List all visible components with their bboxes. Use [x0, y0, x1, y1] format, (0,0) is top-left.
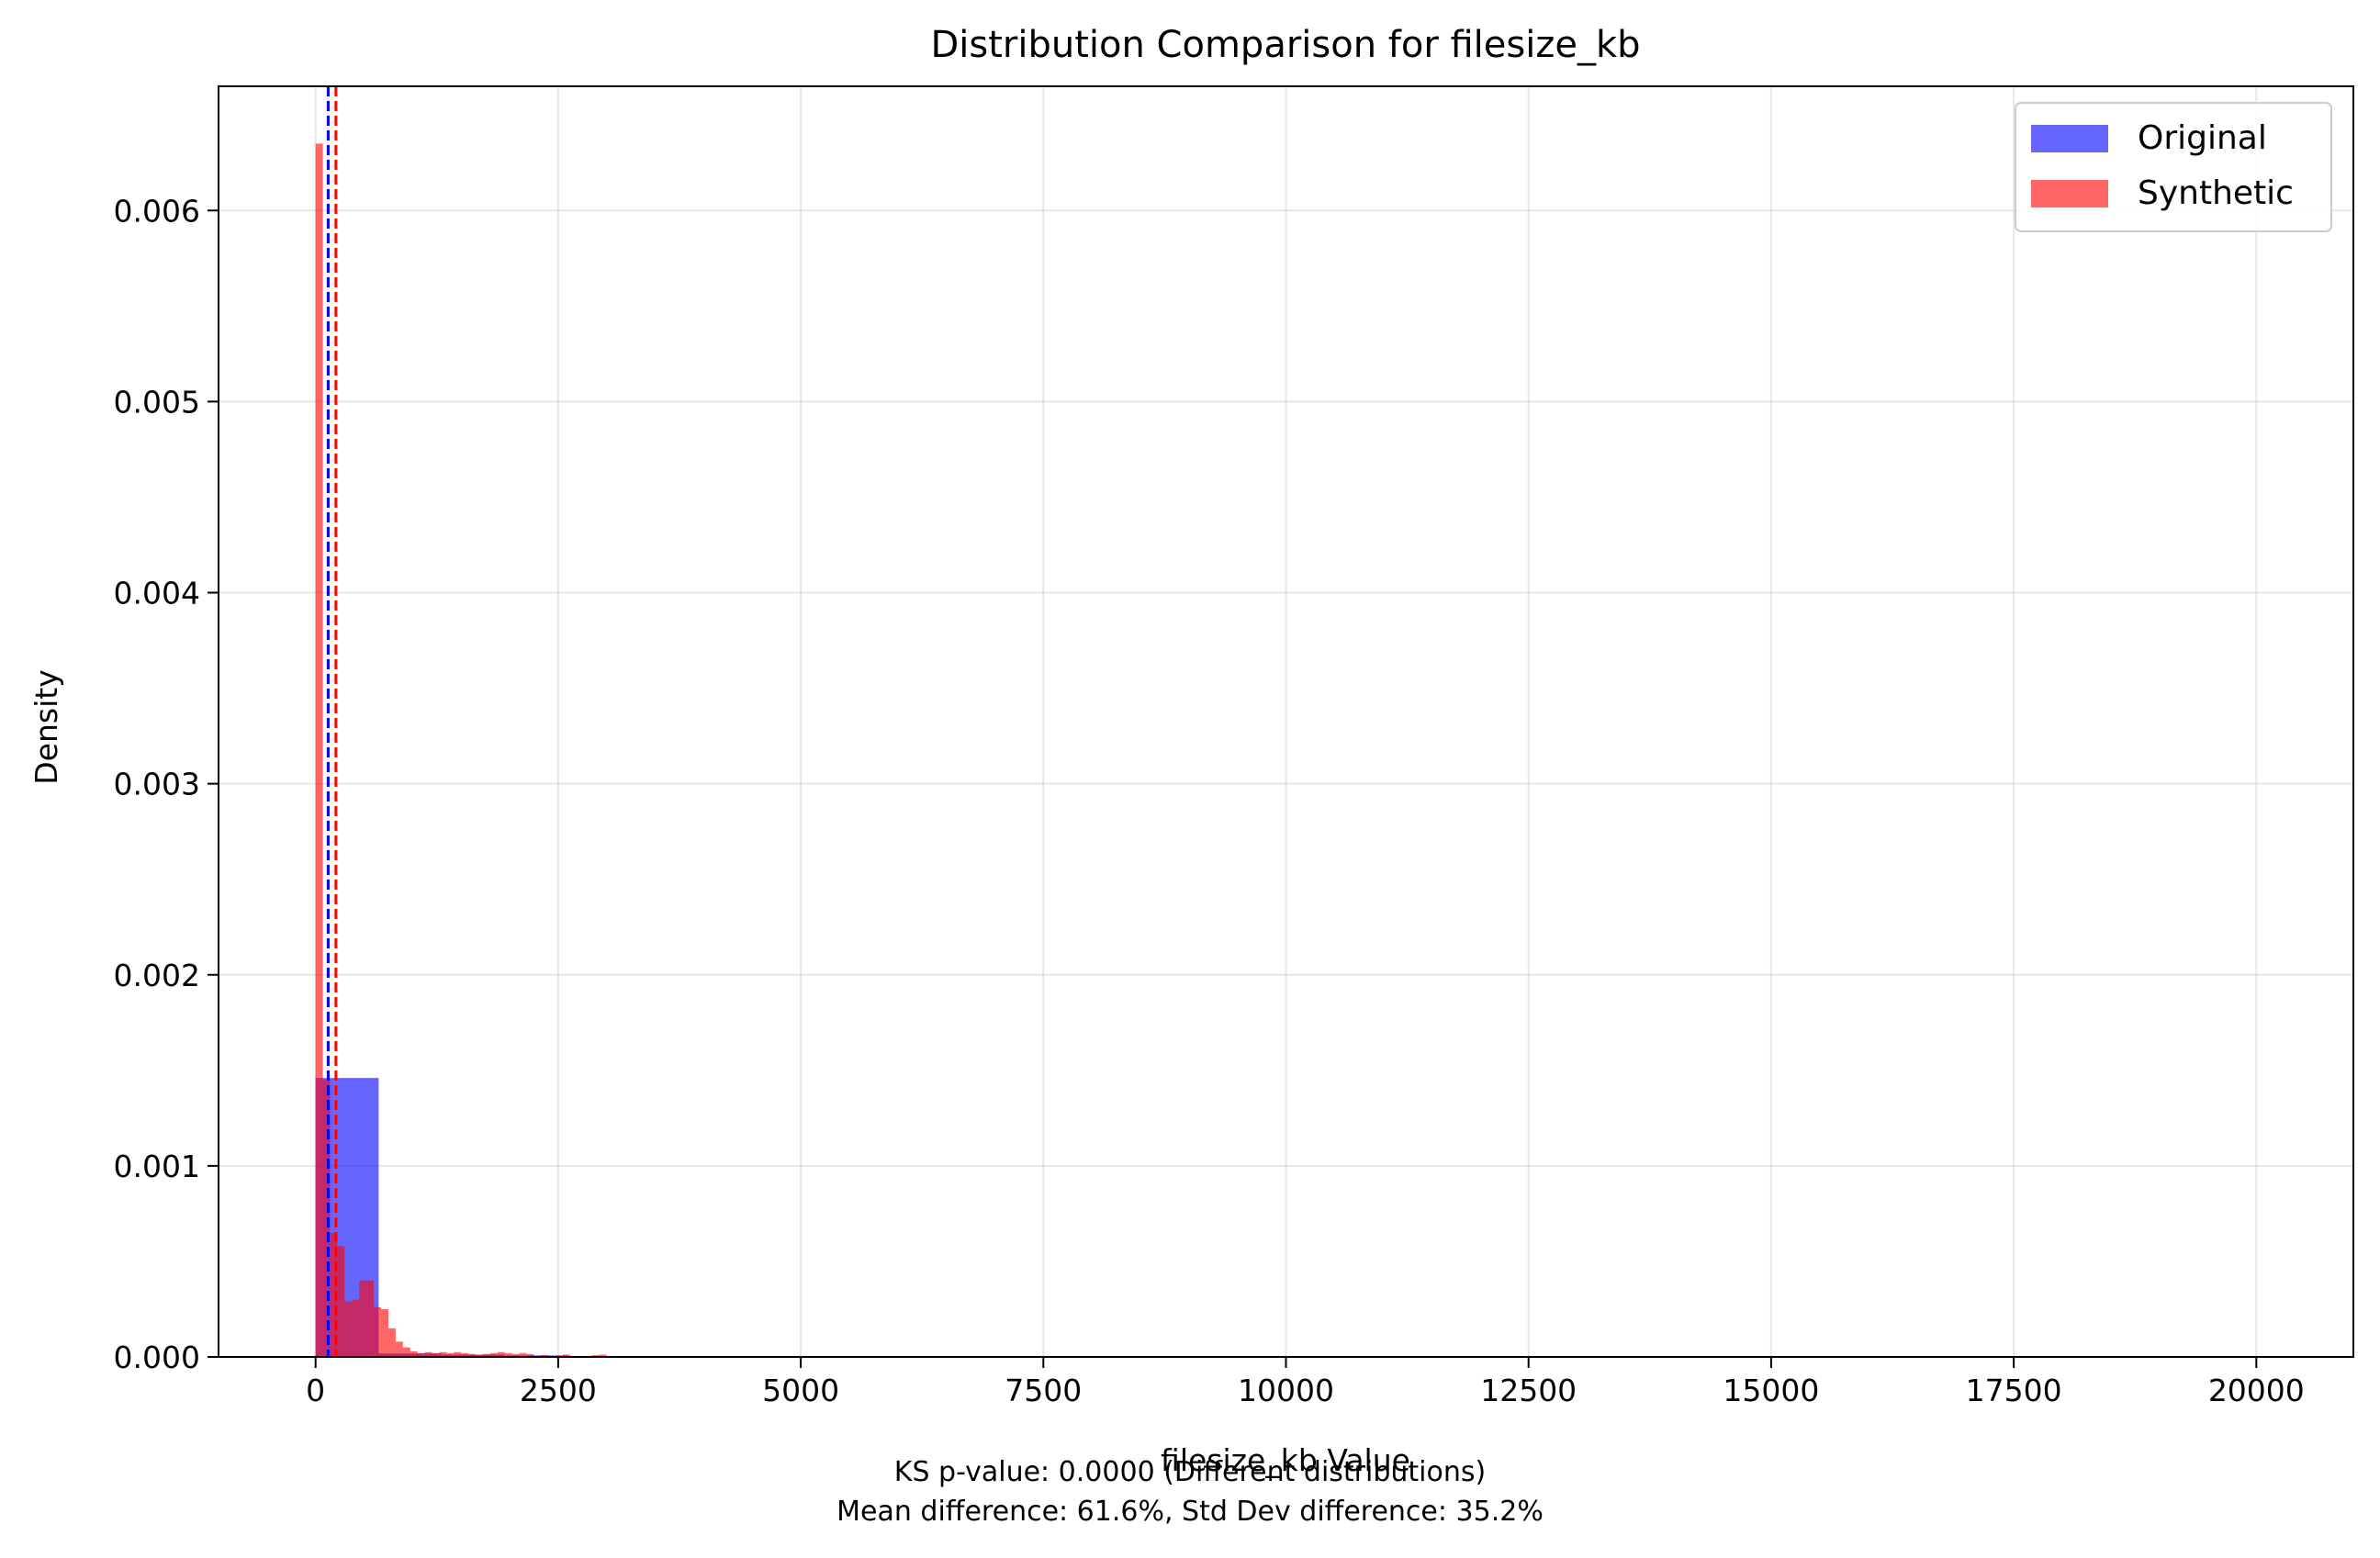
bar-synthetic — [315, 143, 323, 1358]
bar-synthetic — [424, 1351, 432, 1357]
x-tick-label: 7500 — [1005, 1373, 1082, 1408]
x-tick-label: 15000 — [1723, 1373, 1819, 1408]
y-axis-label: Density — [28, 669, 64, 784]
bar-synthetic — [432, 1352, 440, 1357]
bar-synthetic — [468, 1353, 477, 1357]
bar-synthetic — [402, 1347, 410, 1357]
grid-lines — [219, 86, 2353, 1358]
legend: Original Synthetic — [2015, 102, 2332, 232]
y-tick-label: 0.002 — [114, 958, 200, 993]
bar-synthetic — [352, 1299, 360, 1357]
bar-synthetic — [497, 1351, 505, 1357]
y-tick-label: 0.000 — [114, 1339, 200, 1375]
y-tick-label: 0.005 — [114, 384, 200, 420]
bar-synthetic — [563, 1354, 571, 1357]
bar-synthetic — [519, 1352, 527, 1357]
y-tick-label: 0.006 — [114, 193, 200, 229]
bar-synthetic — [461, 1352, 469, 1357]
legend-swatch-synthetic — [2031, 180, 2108, 207]
bar-synthetic — [541, 1354, 549, 1357]
bar-synthetic — [395, 1341, 403, 1357]
difference-stats-text: Mean difference: 61.6%, Std Dev differen… — [836, 1496, 1544, 1528]
y-axis-ticks: 0.000 0.001 0.002 0.003 0.004 0.005 0.006 — [114, 193, 219, 1375]
bar-synthetic — [387, 1328, 396, 1357]
legend-swatch-original — [2031, 125, 2108, 152]
bar-synthetic — [381, 1308, 388, 1357]
bar-synthetic — [476, 1354, 483, 1357]
chart-title: Distribution Comparison for filesize_kb — [930, 24, 1640, 66]
bar-synthetic — [454, 1351, 462, 1357]
y-tick-label: 0.003 — [114, 767, 200, 802]
legend-label-original: Original — [2138, 119, 2267, 157]
mean-lines — [326, 86, 338, 1357]
bar-synthetic — [439, 1351, 447, 1357]
x-tick-label: 0 — [306, 1373, 325, 1408]
bar-synthetic — [599, 1354, 607, 1357]
bar-synthetic — [359, 1280, 367, 1357]
bar-synthetic — [446, 1352, 455, 1357]
y-tick-label: 0.001 — [114, 1149, 200, 1184]
ks-pvalue-text: KS p-value: 0.0000 (Different distributi… — [893, 1456, 1487, 1488]
bar-synthetic — [417, 1352, 425, 1357]
histogram-bars — [315, 143, 607, 1358]
bar-synthetic — [337, 1246, 345, 1357]
bar-synthetic — [410, 1351, 418, 1357]
bar-synthetic — [344, 1301, 353, 1357]
bar-synthetic — [482, 1353, 490, 1357]
bar-synthetic — [526, 1353, 534, 1357]
x-tick-label: 10000 — [1238, 1373, 1334, 1408]
x-tick-label: 2500 — [520, 1373, 597, 1408]
bar-synthetic — [330, 1232, 338, 1357]
bar-synthetic — [489, 1352, 498, 1357]
x-axis-label: filesize_kb Value — [1161, 1442, 1410, 1478]
bar-synthetic — [374, 1306, 382, 1357]
legend-label-synthetic: Synthetic — [2138, 174, 2294, 212]
bar-synthetic — [504, 1352, 512, 1357]
x-tick-label: 17500 — [1966, 1373, 2062, 1408]
y-tick-label: 0.004 — [114, 576, 200, 611]
x-tick-label: 12500 — [1480, 1373, 1577, 1408]
x-axis-ticks: 0 2500 5000 7500 10000 12500 15000 17500 20000 — [306, 1357, 2305, 1408]
bar-synthetic — [322, 1080, 331, 1357]
x-tick-label: 5000 — [762, 1373, 839, 1408]
bar-synthetic — [511, 1353, 520, 1357]
bar-synthetic — [591, 1354, 600, 1357]
bar-synthetic — [366, 1280, 375, 1357]
x-tick-label: 20000 — [2208, 1373, 2305, 1408]
